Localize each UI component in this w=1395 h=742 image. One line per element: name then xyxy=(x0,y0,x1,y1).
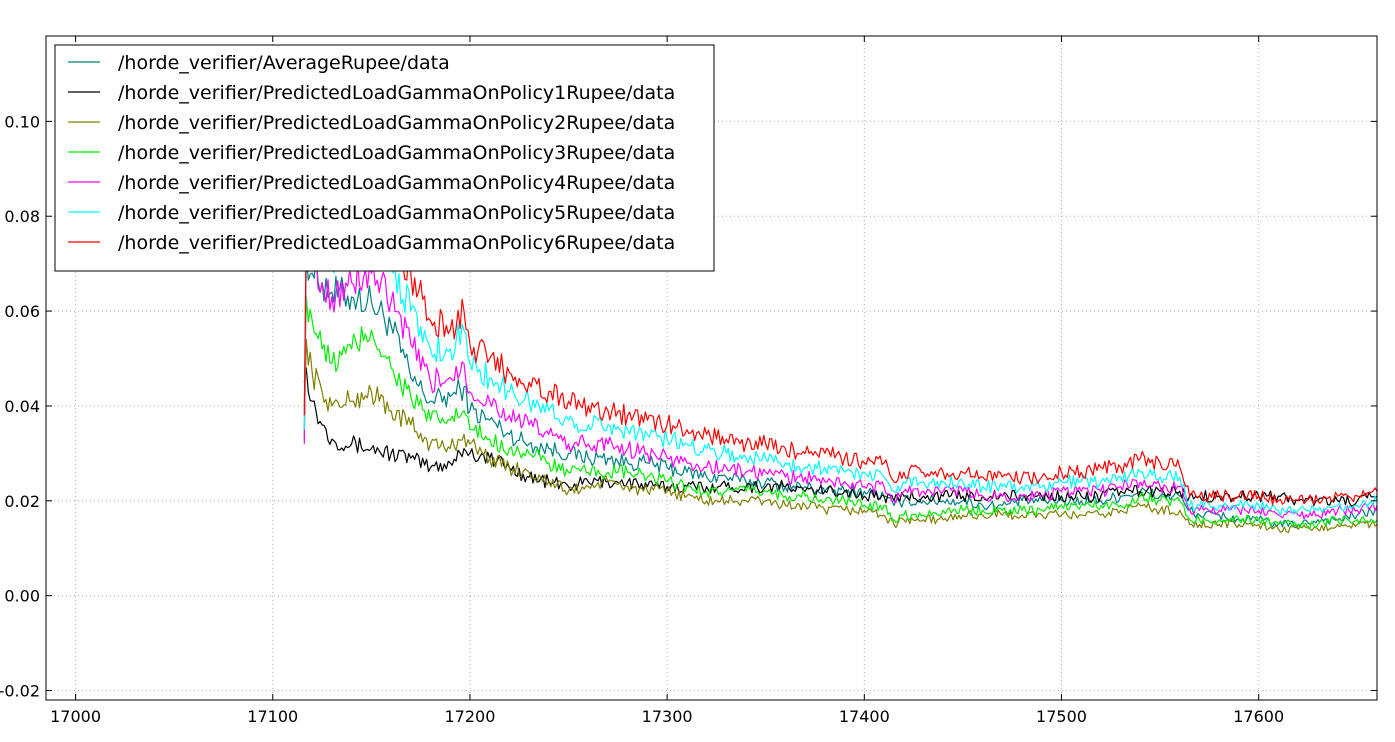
legend-entry: /horde_verifier/PredictedLoadGammaOnPoli… xyxy=(118,232,675,254)
x-tick-label: 17500 xyxy=(1036,707,1087,726)
y-tick-label: 0.04 xyxy=(4,397,40,416)
legend-box xyxy=(54,44,715,272)
series-line xyxy=(303,338,1377,534)
legend-entry: /horde_verifier/AverageRupee/data xyxy=(118,52,450,74)
y-tick-label: 0.00 xyxy=(4,587,40,606)
y-tick-label: 0.02 xyxy=(4,492,40,511)
legend: /horde_verifier/AverageRupee/data/horde_… xyxy=(54,44,715,272)
y-tick-label: -0.02 xyxy=(0,682,40,701)
y-tick-label: 0.10 xyxy=(4,112,40,131)
series-line xyxy=(303,211,1377,506)
axis-ticks: 17000 17100 17200 17300 17400 17500 17600 -0.02… xyxy=(0,36,1377,726)
legend-entry: /horde_verifier/PredictedLoadGammaOnPoli… xyxy=(118,172,675,194)
legend-entry: /horde_verifier/PredictedLoadGammaOnPoli… xyxy=(118,142,675,164)
legend-entry: /horde_verifier/PredictedLoadGammaOnPoli… xyxy=(118,112,675,134)
y-tick-label: 0.08 xyxy=(4,207,40,226)
series-line xyxy=(303,296,1377,529)
plot-frame xyxy=(45,35,1378,701)
y-tick-label: 0.06 xyxy=(4,302,40,321)
x-tick-label: 17100 xyxy=(247,707,298,726)
x-tick-label: 17300 xyxy=(642,707,693,726)
series-lines xyxy=(303,211,1377,534)
legend-entry: /horde_verifier/PredictedLoadGammaOnPoli… xyxy=(118,202,675,224)
series-line xyxy=(303,244,1377,520)
series-line xyxy=(303,253,1377,529)
x-tick-label: 17000 xyxy=(50,707,101,726)
legend-entry: /horde_verifier/PredictedLoadGammaOnPoli… xyxy=(118,82,675,104)
x-tick-label: 17600 xyxy=(1233,707,1284,726)
x-tick-label: 17400 xyxy=(839,707,890,726)
grid xyxy=(46,36,1377,700)
x-tick-label: 17200 xyxy=(444,707,495,726)
series-line xyxy=(303,225,1377,516)
